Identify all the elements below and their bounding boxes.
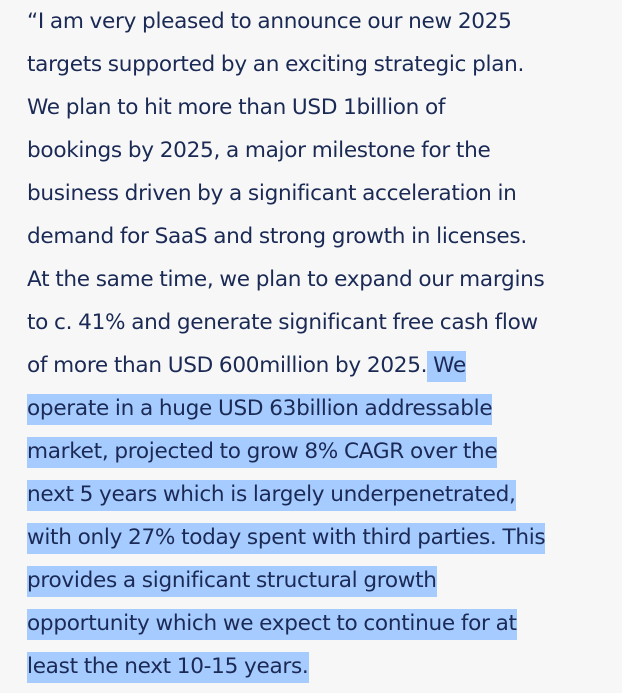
selected-text: least the next 10-15 years.: [27, 652, 309, 683]
quote-text: At the same time, we plan to expand our …: [27, 267, 545, 292]
quote-line: market, projected to grow 8% CAGR over t…: [27, 430, 602, 473]
quote-text: “I am very pleased to announce our new 2…: [27, 9, 512, 34]
quote-line: operate in a huge USD 63billion addressa…: [27, 387, 602, 430]
quote-line: demand for SaaS and strong growth in lic…: [27, 215, 602, 258]
quote-text: bookings by 2025, a major milestone for …: [27, 138, 491, 163]
quote-text: to c. 41% and generate significant free …: [27, 310, 538, 335]
quote-line: least the next 10-15 years.: [27, 645, 602, 688]
selected-text: We: [427, 351, 466, 382]
quote-line: We plan to hit more than USD 1billion of: [27, 86, 602, 129]
quote-line: with only 27% today spent with third par…: [27, 516, 602, 559]
quote-text: We plan to hit more than USD 1billion of: [27, 95, 446, 120]
quote-line: opportunity which we expect to continue …: [27, 602, 602, 645]
quote-line: business driven by a significant acceler…: [27, 172, 602, 215]
selected-text: opportunity which we expect to continue …: [27, 609, 517, 640]
quote-line: targets supported by an exciting strateg…: [27, 43, 602, 86]
quote-text: targets supported by an exciting strateg…: [27, 52, 525, 77]
selected-text: next 5 years which is largely underpenet…: [27, 480, 516, 511]
quote-line: of more than USD 600million by 2025. We: [27, 344, 602, 387]
quote-text: demand for SaaS and strong growth in lic…: [27, 224, 527, 249]
selected-text: operate in a huge USD 63billion addressa…: [27, 394, 493, 425]
ceo-quote-paragraph[interactable]: “I am very pleased to announce our new 2…: [27, 0, 602, 688]
quote-text: business driven by a significant acceler…: [27, 181, 517, 206]
quote-text: of more than USD 600million by 2025.: [27, 353, 428, 378]
quote-line: At the same time, we plan to expand our …: [27, 258, 602, 301]
quote-line: bookings by 2025, a major milestone for …: [27, 129, 602, 172]
selected-text: with only 27% today spent with third par…: [27, 523, 546, 554]
quote-line: provides a significant structural growth: [27, 559, 602, 602]
selected-text: market, projected to grow 8% CAGR over t…: [27, 437, 498, 468]
quote-line: to c. 41% and generate significant free …: [27, 301, 602, 344]
selected-text: provides a significant structural growth: [27, 566, 437, 597]
quote-line: next 5 years which is largely underpenet…: [27, 473, 602, 516]
quote-line: “I am very pleased to announce our new 2…: [27, 0, 602, 43]
